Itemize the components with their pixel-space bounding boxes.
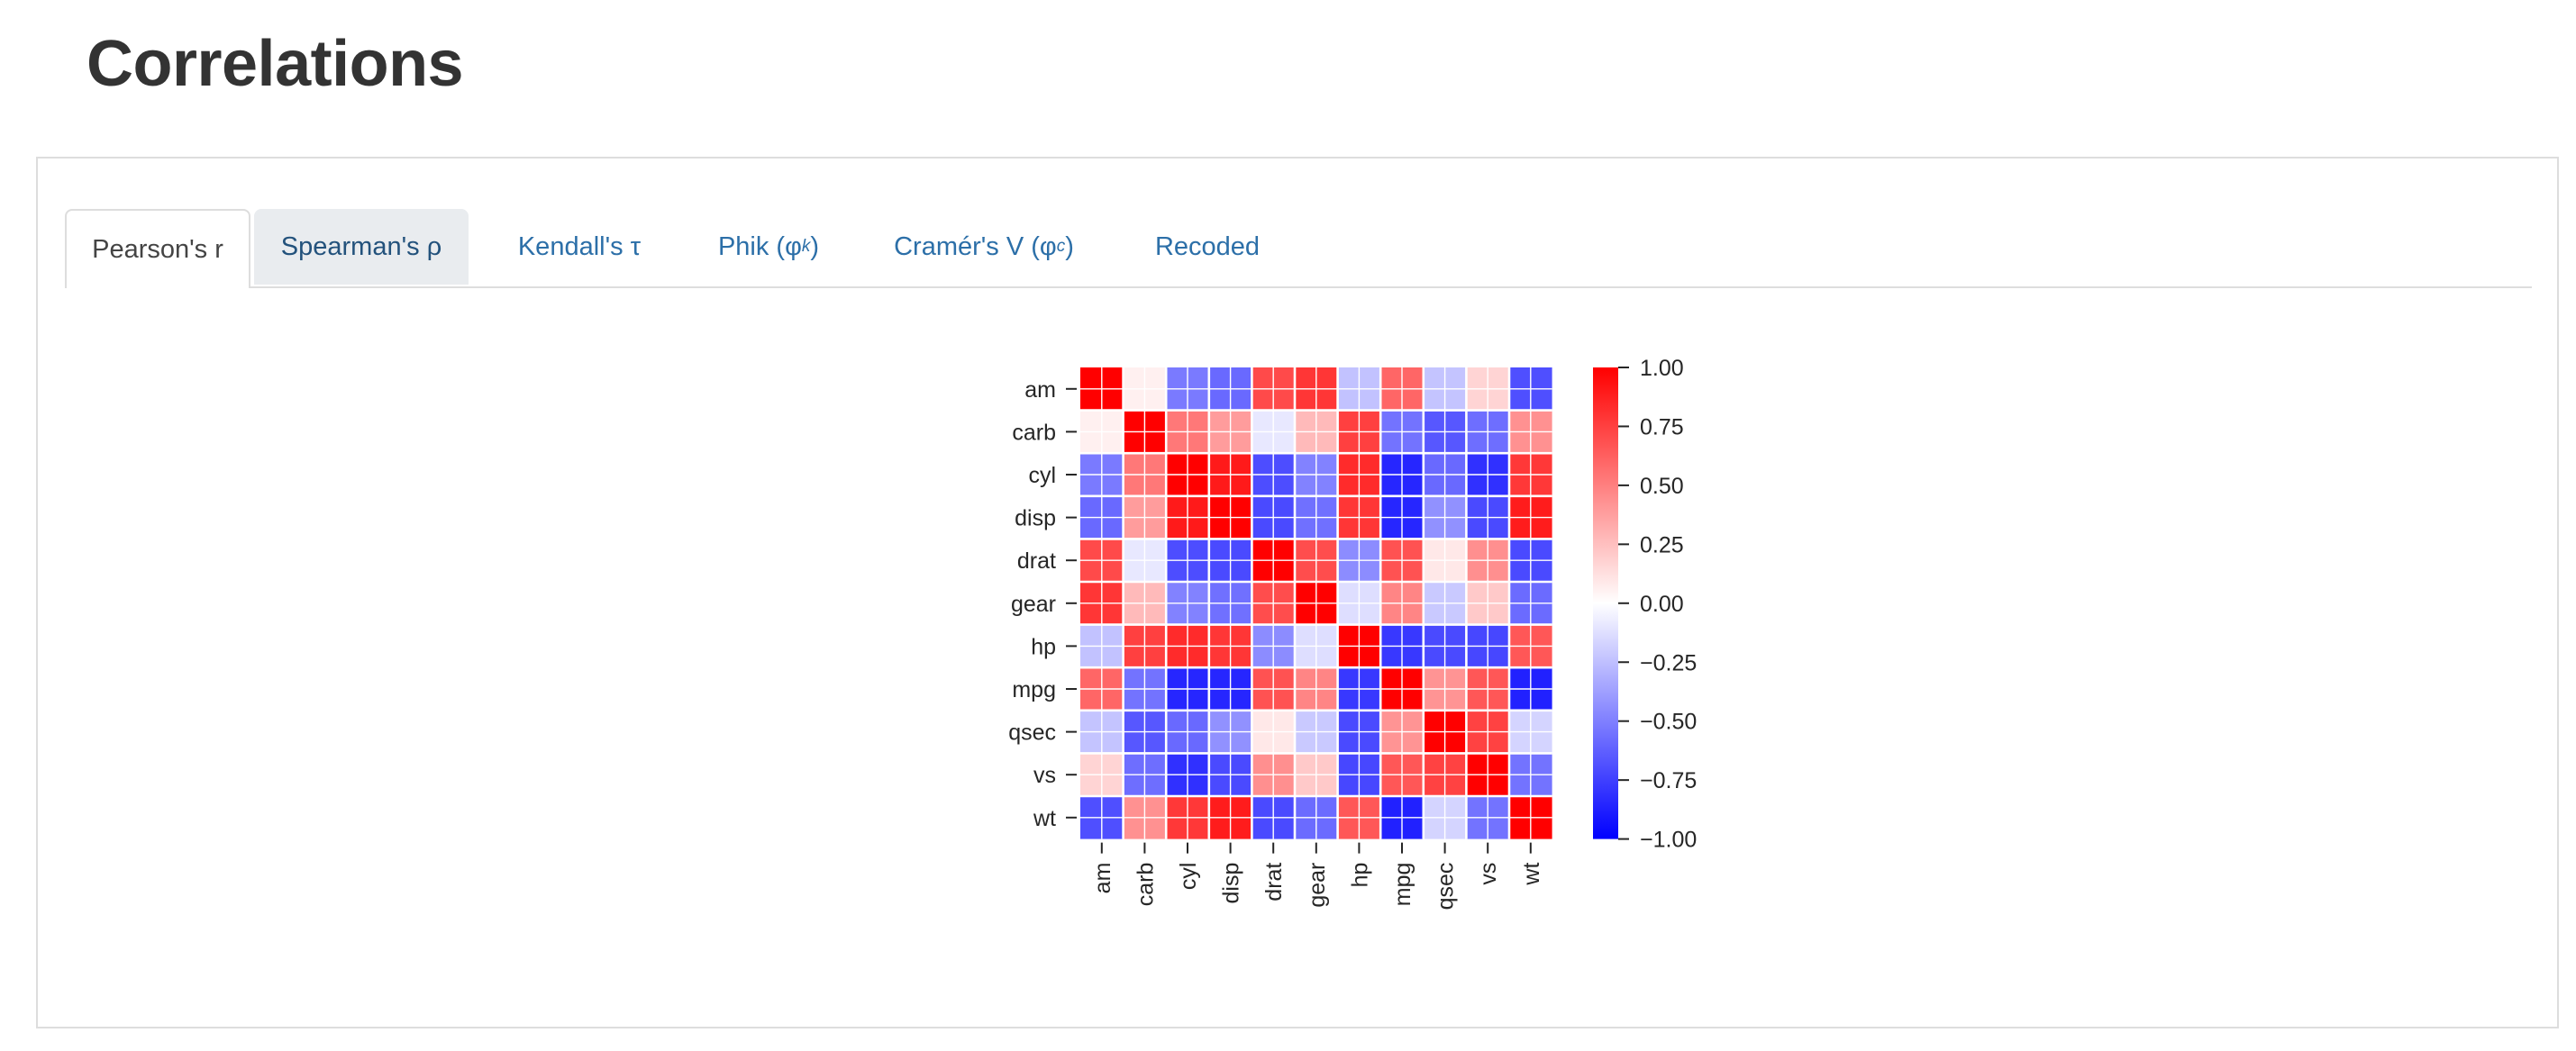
colorbar-tick-label: 0.00 (1640, 592, 1684, 617)
tab-phik-label: Phik (φ (717, 231, 802, 261)
colorbar-tick-label: −0.50 (1640, 710, 1697, 735)
colorbar-tick-label: 0.25 (1640, 532, 1684, 557)
column-label-hp: hp (1347, 863, 1372, 888)
tab-phik[interactable]: Phik (φ k) (688, 209, 849, 285)
column-label-mpg: mpg (1390, 863, 1415, 907)
tab-phik-subscript: k (801, 237, 811, 256)
tab-pearson[interactable]: Pearson's r (65, 209, 250, 288)
column-label-wt: wt (1519, 863, 1544, 886)
colorbar-tick-label: 1.00 (1640, 356, 1684, 381)
colorbar-ticks: 1.00 0.75 0.50 0.25 0.00 −0.25 −0.50 −0.75 −1.00 (1618, 356, 1697, 853)
colorbar-tick-label: −1.00 (1640, 828, 1697, 853)
colorbar (1593, 367, 1618, 839)
row-label-gear: gear (1011, 592, 1056, 617)
column-labels: am carb cyl disp drat gear hp mpg qsec vs wt (1090, 842, 1544, 911)
correlation-tabs: Pearson's r Spearman's ρ Kendall's τ Phi… (65, 209, 2532, 288)
tab-recoded-label: Recoded (1154, 231, 1261, 261)
tab-cramers-v-suffix: ) (1065, 231, 1074, 261)
row-label-mpg: mpg (1012, 677, 1056, 702)
colorbar-tick-label: −0.25 (1640, 650, 1697, 675)
column-label-drat: drat (1261, 863, 1287, 902)
row-label-cyl: cyl (1028, 463, 1056, 488)
row-label-wt: wt (1033, 806, 1056, 831)
tab-cramers-v-subscript: c (1056, 237, 1066, 256)
tab-spearman-label: Spearman's ρ (280, 231, 442, 261)
row-label-hp: hp (1031, 634, 1056, 659)
row-label-drat: drat (1017, 548, 1056, 574)
row-label-carb: carb (1012, 420, 1056, 445)
tab-pearson-label: Pearson's r (92, 234, 223, 264)
page-title: Correlations (86, 28, 464, 100)
column-label-carb: carb (1133, 863, 1158, 907)
colorbar-tick-label: 0.50 (1640, 474, 1684, 499)
tab-cramers-v-label: Cramér's V (φ (894, 231, 1057, 261)
column-label-vs: vs (1476, 863, 1501, 885)
tab-phik-suffix: ) (810, 231, 820, 261)
row-label-am: am (1024, 377, 1056, 403)
tab-recoded[interactable]: Recoded (1115, 209, 1299, 285)
colorbar-tick-label: 0.75 (1640, 414, 1684, 439)
tab-kendall-label: Kendall's τ (517, 231, 642, 261)
column-label-cyl: cyl (1176, 863, 1201, 891)
row-label-qsec: qsec (1008, 720, 1056, 746)
colorbar-tick-label: −0.75 (1640, 768, 1697, 793)
row-label-vs: vs (1033, 763, 1056, 788)
column-label-gear: gear (1305, 863, 1330, 908)
heatmap-cells (1080, 367, 1552, 839)
tab-kendall[interactable]: Kendall's τ (481, 209, 678, 285)
tab-spearman[interactable]: Spearman's ρ (254, 209, 469, 285)
row-labels: am carb cyl disp drat gear hp mpg qsec vs wt (1008, 377, 1077, 831)
column-label-am: am (1090, 863, 1115, 894)
column-label-qsec: qsec (1434, 863, 1459, 911)
column-label-disp: disp (1219, 863, 1244, 904)
row-label-disp: disp (1015, 506, 1056, 531)
tab-cramers-v[interactable]: Cramér's V (φ c) (858, 209, 1110, 285)
